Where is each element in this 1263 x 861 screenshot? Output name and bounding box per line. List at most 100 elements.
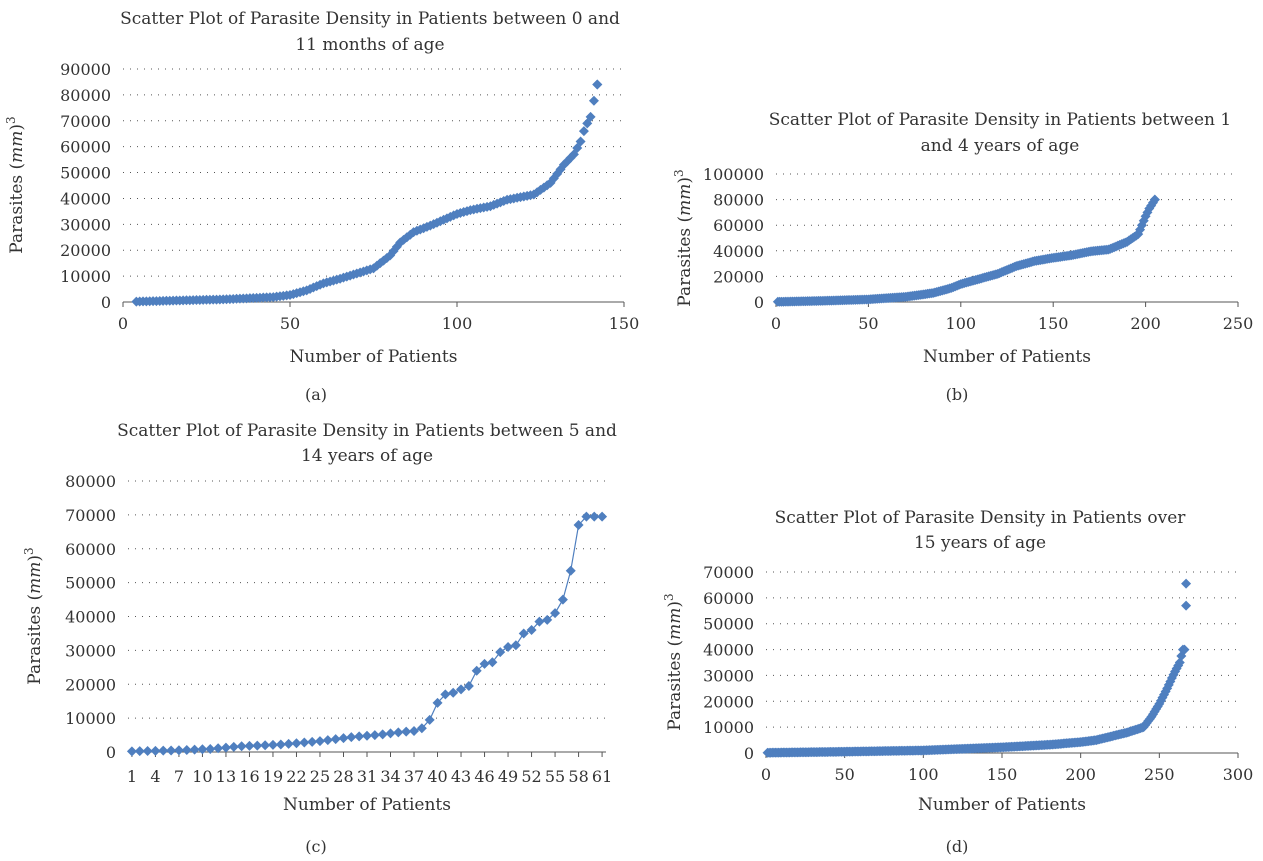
x-tick-label: 25 [310, 767, 330, 786]
y-tick-label: 40000 [65, 608, 116, 627]
x-tick-label: 16 [239, 767, 259, 786]
data-point [495, 647, 506, 658]
x-tick-label: 0 [771, 314, 781, 333]
data-point [557, 594, 568, 605]
panel-caption: (a) [305, 385, 327, 404]
y-tick-label: 60000 [703, 589, 754, 608]
x-tick-label: 200 [1130, 314, 1161, 333]
chart-title-line: Scatter Plot of Parasite Density in Pati… [769, 110, 1231, 130]
x-tick-label: 61 [592, 767, 612, 786]
x-tick-label: 55 [545, 767, 565, 786]
data-point [440, 689, 451, 700]
x-tick-label: 150 [1038, 314, 1069, 333]
y-tick-label: 20000 [60, 241, 111, 260]
x-tick-label: 10 [192, 767, 212, 786]
y-tick-label: 40000 [703, 641, 754, 660]
data-point [244, 740, 255, 751]
chart-panel-a: Scatter Plot of Parasite Density in Pati… [4, 9, 639, 404]
y-axis-label: Parasites (mm)3 [672, 169, 695, 306]
y-tick-label: 70000 [60, 112, 111, 131]
y-tick-label: 40000 [713, 242, 764, 261]
data-point [275, 739, 286, 750]
x-axis-label: Number of Patients [290, 347, 458, 367]
data-point [448, 687, 459, 698]
y-tick-label: 0 [754, 293, 764, 312]
data-point [158, 745, 169, 756]
y-tick-label: 50000 [703, 615, 754, 634]
y-tick-label: 80000 [60, 86, 111, 105]
data-point [1181, 600, 1192, 611]
y-tick-label: 10000 [703, 718, 754, 737]
data-point [534, 616, 545, 627]
data-point [362, 730, 372, 741]
data-point [565, 565, 576, 576]
y-tick-label: 10000 [60, 267, 111, 286]
y-tick-label: 10000 [65, 709, 116, 728]
data-point [456, 684, 467, 695]
y-tick-label: 60000 [60, 138, 111, 157]
y-tick-label: 0 [744, 744, 754, 763]
panel-caption: (d) [946, 837, 969, 856]
data-point [236, 741, 247, 752]
y-tick-label: 60000 [65, 540, 116, 559]
x-tick-label: 200 [1065, 765, 1096, 784]
chart-title-line: 15 years of age [914, 533, 1046, 553]
data-point [416, 723, 427, 734]
data-point [581, 511, 592, 522]
x-tick-label: 22 [286, 767, 306, 786]
y-tick-label: 60000 [713, 216, 764, 235]
x-tick-label: 34 [380, 767, 400, 786]
x-tick-label: 0 [118, 314, 128, 333]
data-point [267, 739, 278, 750]
data-point [592, 79, 603, 90]
data-point [1149, 194, 1160, 205]
x-tick-label: 300 [1223, 765, 1254, 784]
x-axis-label: Number of Patients [283, 795, 451, 815]
data-point [197, 744, 208, 755]
data-point [260, 740, 271, 751]
data-point [385, 728, 396, 739]
y-tick-label: 80000 [65, 472, 116, 491]
data-point [573, 520, 584, 531]
y-tick-label: 70000 [703, 563, 754, 582]
y-axis-label: Parasites (mm)3 [662, 593, 685, 730]
y-tick-label: 50000 [60, 164, 111, 183]
data-point [252, 740, 263, 751]
data-point [401, 726, 412, 737]
data-point [283, 738, 294, 749]
data-point [589, 511, 600, 522]
data-point [291, 738, 302, 749]
data-point [330, 734, 341, 745]
data-point [150, 745, 161, 756]
y-tick-label: 20000 [703, 692, 754, 711]
data-point [369, 730, 380, 741]
data-point [542, 614, 553, 625]
y-tick-label: 20000 [65, 675, 116, 694]
y-tick-label: 30000 [65, 641, 116, 660]
x-tick-label: 0 [761, 765, 771, 784]
y-tick-label: 0 [106, 743, 116, 762]
y-tick-label: 50000 [65, 574, 116, 593]
data-point [518, 628, 529, 639]
data-point [1179, 644, 1190, 655]
data-point [338, 733, 349, 744]
data-point [471, 665, 482, 676]
y-axis-label: Parasites (mm)3 [22, 547, 45, 684]
y-tick-label: 40000 [60, 189, 111, 208]
chart-title-line: 11 months of age [295, 35, 444, 55]
panel-caption: (b) [946, 385, 969, 404]
x-tick-label: 100 [946, 314, 977, 333]
data-point [142, 745, 153, 756]
data-point [550, 608, 561, 619]
y-tick-label: 70000 [65, 506, 116, 525]
x-tick-label: 52 [521, 767, 541, 786]
x-tick-label: 49 [498, 767, 518, 786]
x-tick-label: 4 [150, 767, 160, 786]
data-point [126, 746, 137, 757]
data-point [479, 658, 490, 669]
data-point [393, 727, 404, 738]
x-tick-label: 31 [357, 767, 377, 786]
x-tick-label: 58 [568, 767, 588, 786]
y-tick-label: 0 [101, 293, 111, 312]
data-point [205, 743, 216, 754]
